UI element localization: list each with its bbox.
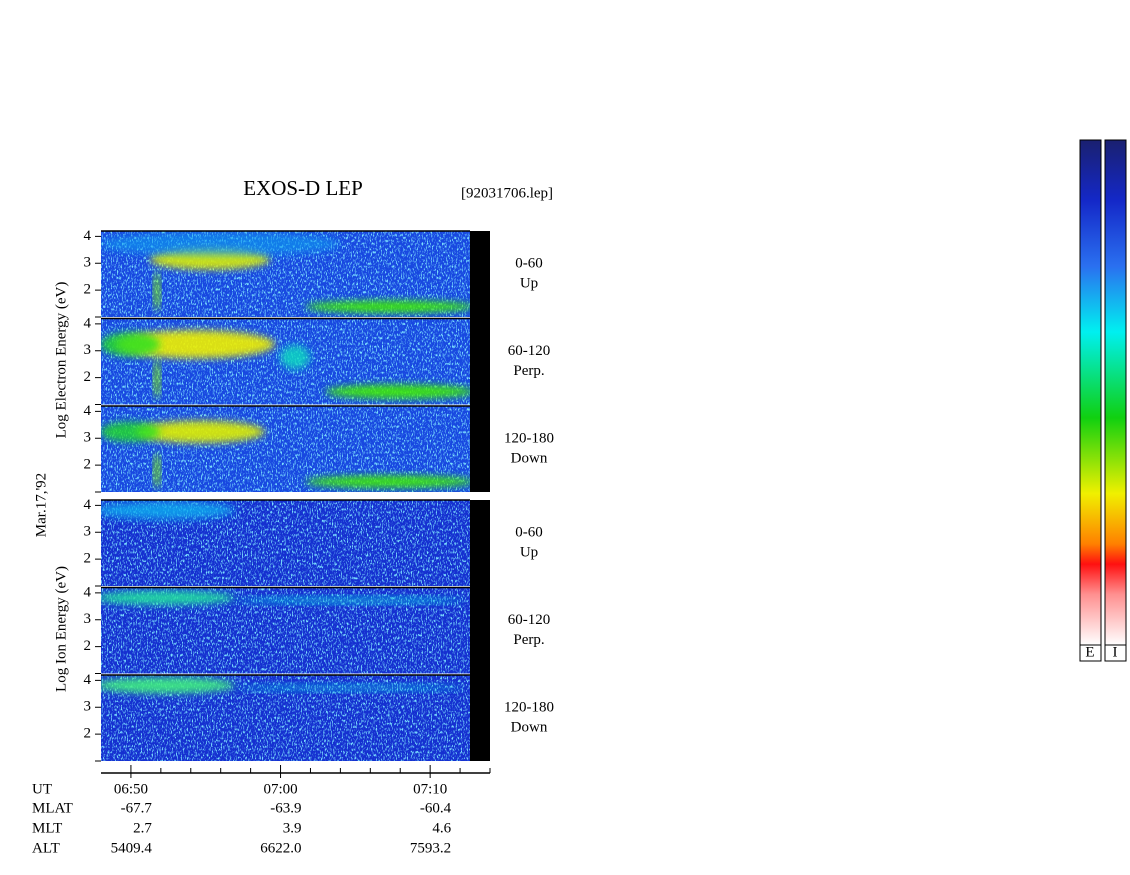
panel-range: 60-120 xyxy=(508,612,551,628)
row-label: UT xyxy=(32,781,52,797)
panel-range: 0-60 xyxy=(515,255,543,271)
y-tick-label: 3 xyxy=(84,611,92,627)
row-label: MLT xyxy=(32,820,62,836)
spectrogram-feature xyxy=(305,475,470,488)
row-value: 3.9 xyxy=(283,820,302,836)
panel-direction: Down xyxy=(511,450,548,466)
spectrogram xyxy=(101,587,470,674)
row-value: 4.6 xyxy=(432,820,451,836)
spectrogram-feature xyxy=(305,300,470,313)
y-tick-label: 2 xyxy=(84,726,92,742)
panel-direction: Perp. xyxy=(513,632,544,648)
row-label: MLAT xyxy=(32,800,73,816)
file-name: [92031706.lep] xyxy=(461,185,553,201)
date-label: Mar.17,'92 xyxy=(33,473,49,537)
y-tick-label: 3 xyxy=(84,430,92,446)
x-tick-label: 07:00 xyxy=(263,781,297,797)
panel-direction: Down xyxy=(511,719,548,735)
x-tick-label: 07:10 xyxy=(413,781,447,797)
row-value: 5409.4 xyxy=(111,840,153,856)
panel-direction: Up xyxy=(520,275,538,291)
y-tick-label: 4 xyxy=(84,584,92,600)
spectrogram-feature xyxy=(115,330,275,359)
spectrogram-feature xyxy=(101,231,340,256)
spectrogram xyxy=(101,500,470,586)
y-tick-label: 3 xyxy=(84,524,92,540)
panel-range: 60-120 xyxy=(508,343,551,359)
spectrogram-feature xyxy=(101,677,235,694)
y-tick-label: 2 xyxy=(84,638,92,654)
y-tick-label: 3 xyxy=(84,342,92,358)
spectrogram-feature xyxy=(101,332,160,357)
colorbar-label-box xyxy=(1079,644,1102,662)
y-tick-label: 4 xyxy=(84,403,92,419)
row-value: -63.9 xyxy=(270,800,301,816)
y-tick-label: 4 xyxy=(84,497,92,513)
spectrogram-feature xyxy=(280,345,310,370)
spectrogram xyxy=(101,406,470,492)
spectrogram-feature xyxy=(154,358,160,399)
spectrogram xyxy=(101,318,470,405)
y-tick-label: 2 xyxy=(84,369,92,385)
spectrogram-feature xyxy=(325,384,470,399)
spectrogram-feature xyxy=(235,684,465,691)
chart-title: EXOS-D LEP xyxy=(243,176,363,200)
spectrogram-feature xyxy=(101,590,235,605)
row-label: ALT xyxy=(32,840,60,856)
spectrogram xyxy=(101,231,470,317)
colorbar-label: I xyxy=(1113,644,1118,660)
y-tick-label: 2 xyxy=(84,551,92,567)
y-tick-label: 4 xyxy=(84,672,92,688)
row-value: -67.7 xyxy=(121,800,153,816)
y-tick-label: 2 xyxy=(84,282,92,298)
row-value: 7593.2 xyxy=(410,840,451,856)
colorbar xyxy=(1104,139,1127,646)
time-strip xyxy=(470,231,490,492)
y-tick-label: 4 xyxy=(84,228,92,244)
panel-direction: Perp. xyxy=(513,363,544,379)
panel-range: 120-180 xyxy=(504,699,554,715)
y-tick-label: 4 xyxy=(84,315,92,331)
spectrogram-feature xyxy=(135,420,265,443)
spectrogram-feature xyxy=(101,421,160,442)
colorbar-label: E xyxy=(1085,644,1094,660)
panel-range: 120-180 xyxy=(504,430,554,446)
row-value: 6622.0 xyxy=(260,840,301,856)
row-value: -60.4 xyxy=(420,800,452,816)
y-tick-label: 3 xyxy=(84,255,92,271)
spectrogram-feature xyxy=(101,501,235,520)
time-strip xyxy=(470,500,490,761)
y-tick-label: 2 xyxy=(84,457,92,473)
y-axis-label: Log Ion Energy (eV) xyxy=(53,566,69,692)
y-axis-label: Log Electron Energy (eV) xyxy=(53,282,69,439)
panel-direction: Up xyxy=(520,544,538,560)
row-value: 2.7 xyxy=(133,820,152,836)
y-tick-label: 3 xyxy=(84,699,92,715)
spectrogram-feature xyxy=(154,452,160,489)
spectrogram xyxy=(101,675,470,761)
x-tick-label: 06:50 xyxy=(114,781,148,797)
spectrogram-feature xyxy=(154,271,160,312)
spectrogram-feature xyxy=(235,597,465,604)
colorbar xyxy=(1079,139,1102,646)
panel-range: 0-60 xyxy=(515,524,543,540)
colorbar-label-box xyxy=(1104,644,1127,662)
